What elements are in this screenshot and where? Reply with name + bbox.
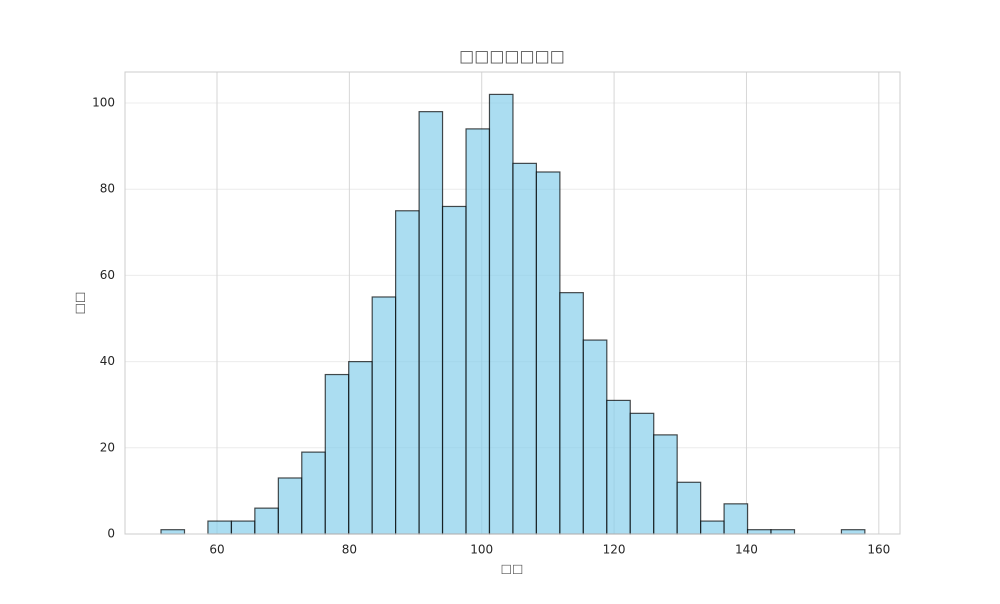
y-axis-label: □□ [73,292,87,315]
bar [676,481,702,535]
bar [582,339,608,535]
bar [723,503,749,535]
bar [348,361,373,535]
x-tick-label: 100 [470,543,493,557]
bar [254,507,279,535]
bar [207,520,233,535]
bar [746,529,772,535]
bar [629,412,655,535]
bar [559,292,584,535]
bar [395,210,420,535]
x-tick-label: 140 [735,543,758,557]
bar [840,529,866,535]
bar [653,434,678,535]
bar [324,373,350,535]
x-tick-label: 60 [209,543,224,557]
y-tick-label: 20 [100,440,115,454]
chart-title: □□□□□□□ [459,47,565,66]
bar [488,93,514,535]
bar [160,529,186,535]
y-tick-label: 0 [107,527,115,541]
bar [371,296,397,535]
y-tick-label: 40 [100,354,115,368]
bar [230,520,256,535]
bar [441,205,467,535]
bar [277,477,303,535]
x-tick-label: 160 [867,543,890,557]
y-tick-label: 80 [100,182,115,196]
bar [512,162,537,535]
x-tick-label: 80 [342,543,357,557]
plot-frame [124,71,901,535]
x-axis-label: □□ [501,562,524,576]
bar [301,451,326,535]
y-tick-label: 60 [100,268,115,282]
y-tick-label: 100 [92,96,115,110]
x-tick-label: 120 [603,543,626,557]
bar [418,111,444,535]
bar [700,520,725,535]
bar [606,399,631,535]
bar [770,529,796,535]
bar [535,171,561,535]
bar [465,128,491,535]
